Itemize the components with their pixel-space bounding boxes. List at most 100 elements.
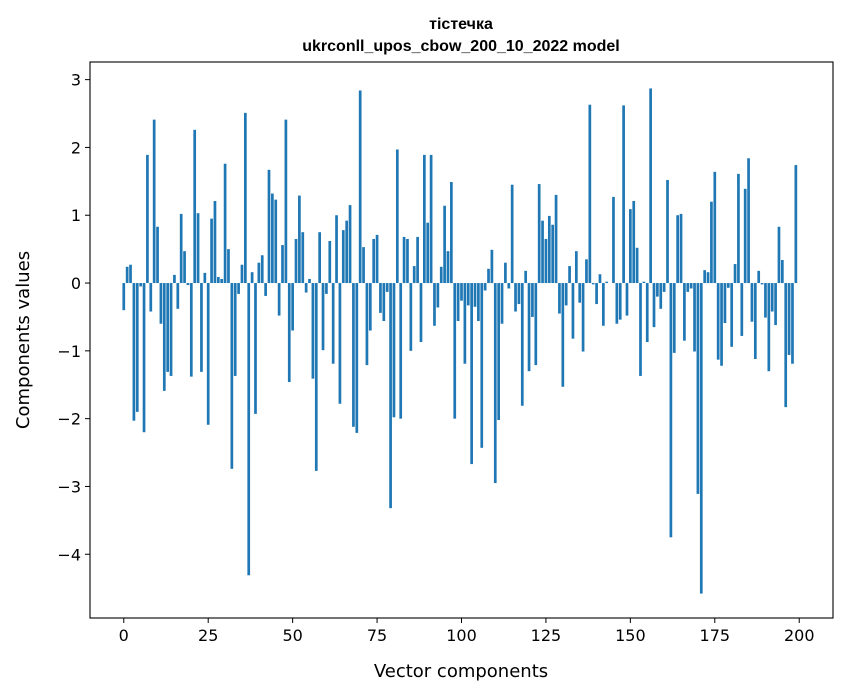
bar bbox=[277, 283, 281, 316]
bar bbox=[395, 149, 399, 284]
bar bbox=[463, 283, 467, 364]
bar bbox=[169, 283, 173, 376]
bar bbox=[372, 238, 376, 284]
bar bbox=[730, 283, 734, 347]
bar bbox=[314, 283, 318, 471]
bar bbox=[777, 226, 781, 284]
x-axis: 0 25 50 75 100 125 150 175 200 bbox=[119, 618, 815, 645]
bar bbox=[365, 283, 369, 366]
bar bbox=[645, 283, 649, 343]
bar bbox=[200, 283, 203, 372]
bar bbox=[615, 283, 619, 324]
y-tick-label: 2 bbox=[71, 138, 81, 157]
bar bbox=[362, 247, 365, 284]
bar bbox=[531, 283, 534, 317]
bar bbox=[571, 283, 575, 339]
bar bbox=[507, 283, 511, 289]
bar bbox=[770, 283, 774, 312]
bar bbox=[146, 154, 149, 284]
bar bbox=[780, 259, 784, 284]
bar bbox=[257, 262, 261, 284]
x-tick-label: 200 bbox=[784, 626, 815, 645]
bar bbox=[129, 264, 132, 284]
bar bbox=[733, 264, 737, 284]
bar bbox=[406, 238, 409, 284]
bar bbox=[720, 283, 723, 366]
x-tick-label: 175 bbox=[700, 626, 731, 645]
bar bbox=[716, 283, 720, 360]
y-tick-label: 1 bbox=[71, 206, 81, 225]
bar bbox=[223, 163, 227, 284]
bar bbox=[564, 283, 568, 306]
bar bbox=[352, 283, 355, 427]
bar bbox=[767, 283, 771, 372]
bar bbox=[392, 283, 396, 418]
bar bbox=[534, 283, 538, 366]
x-tick-label: 0 bbox=[119, 626, 129, 645]
bar bbox=[271, 193, 274, 284]
bar bbox=[379, 283, 382, 313]
bar bbox=[233, 283, 237, 376]
bar bbox=[244, 112, 247, 284]
bar bbox=[173, 274, 176, 284]
bar bbox=[679, 213, 683, 284]
bar bbox=[706, 272, 710, 284]
bar bbox=[179, 213, 183, 284]
bar bbox=[466, 283, 470, 306]
bar bbox=[750, 283, 754, 322]
bar bbox=[662, 283, 666, 292]
y-tick-label: 0 bbox=[71, 274, 81, 293]
bar bbox=[490, 249, 494, 284]
bar bbox=[591, 283, 595, 285]
bar bbox=[541, 220, 544, 284]
bar bbox=[264, 283, 267, 296]
bar bbox=[669, 283, 673, 538]
bar bbox=[764, 283, 767, 318]
bar bbox=[210, 218, 213, 284]
bar bbox=[453, 283, 457, 419]
bar bbox=[787, 283, 791, 355]
bar bbox=[250, 272, 254, 284]
bar bbox=[497, 283, 501, 421]
bar bbox=[595, 283, 598, 305]
bar bbox=[159, 283, 163, 324]
bar bbox=[220, 278, 224, 284]
bar bbox=[227, 249, 230, 284]
bar bbox=[656, 283, 659, 297]
bar bbox=[639, 283, 642, 376]
bar bbox=[527, 283, 531, 372]
bar bbox=[446, 251, 450, 284]
bar bbox=[301, 232, 305, 284]
bar bbox=[635, 247, 639, 284]
bar bbox=[649, 88, 652, 284]
bar bbox=[676, 215, 679, 284]
bar bbox=[473, 283, 477, 307]
bar bbox=[409, 283, 413, 351]
bar bbox=[186, 283, 190, 286]
bar bbox=[581, 283, 585, 352]
bar bbox=[419, 283, 423, 343]
bar bbox=[287, 283, 291, 383]
bar bbox=[642, 281, 646, 284]
bar bbox=[318, 232, 322, 284]
x-tick-label: 75 bbox=[367, 626, 387, 645]
bar bbox=[338, 283, 342, 404]
bar bbox=[585, 259, 588, 284]
y-tick-label: −3 bbox=[57, 477, 81, 496]
bar bbox=[554, 194, 558, 284]
bar bbox=[311, 283, 315, 379]
bar bbox=[416, 236, 419, 284]
bar bbox=[152, 119, 156, 284]
bar bbox=[426, 222, 430, 284]
bar bbox=[260, 255, 264, 284]
bar bbox=[402, 236, 406, 284]
bar bbox=[652, 283, 656, 328]
bar bbox=[601, 283, 605, 326]
bar bbox=[726, 283, 730, 288]
bar bbox=[176, 283, 180, 309]
bar bbox=[308, 278, 311, 284]
x-tick-label: 150 bbox=[615, 626, 646, 645]
bar bbox=[460, 283, 463, 301]
bar bbox=[375, 234, 379, 284]
bar bbox=[784, 283, 788, 408]
